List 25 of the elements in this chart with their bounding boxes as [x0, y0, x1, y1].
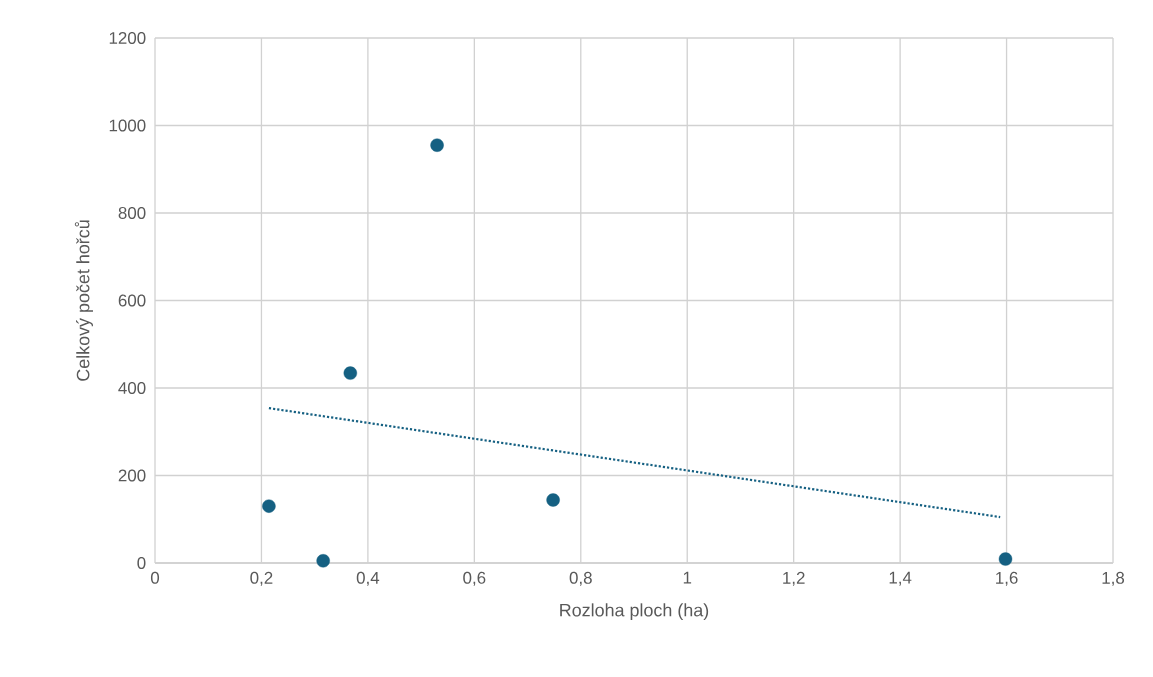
x-tick-label: 1,6	[996, 571, 1018, 586]
point	[998, 552, 1013, 566]
y-tick-label: 1000	[109, 119, 146, 132]
x-tick-label: 1,8	[1102, 571, 1125, 586]
x-tick-label: 0,6	[463, 571, 486, 586]
point	[316, 554, 330, 568]
y-tick-label: 600	[118, 294, 146, 307]
point	[262, 499, 276, 513]
x-tick-label: 0,8	[569, 571, 592, 586]
y-tick-label: 800	[118, 207, 146, 219]
y-tick-label: 0	[137, 557, 146, 569]
y-tick-label: 200	[118, 469, 146, 482]
x-tick-label: 1,2	[783, 571, 805, 586]
x-tick-label: 1,4	[889, 571, 912, 586]
x-tick-label: 0,4	[356, 571, 380, 586]
point	[546, 493, 560, 507]
y-axis-title: Celkový počet hořců	[74, 220, 93, 381]
y-tick-label: 1200	[109, 31, 146, 44]
x-tick-label: 0,2	[250, 571, 273, 586]
y-tick-label: 400	[118, 382, 146, 394]
x-tick-label: 1	[683, 571, 692, 584]
x-tick-label: 0	[150, 571, 160, 584]
point	[343, 366, 358, 380]
point	[430, 138, 444, 152]
x-axis-title: Rozloha ploch (ha)	[560, 603, 709, 621]
